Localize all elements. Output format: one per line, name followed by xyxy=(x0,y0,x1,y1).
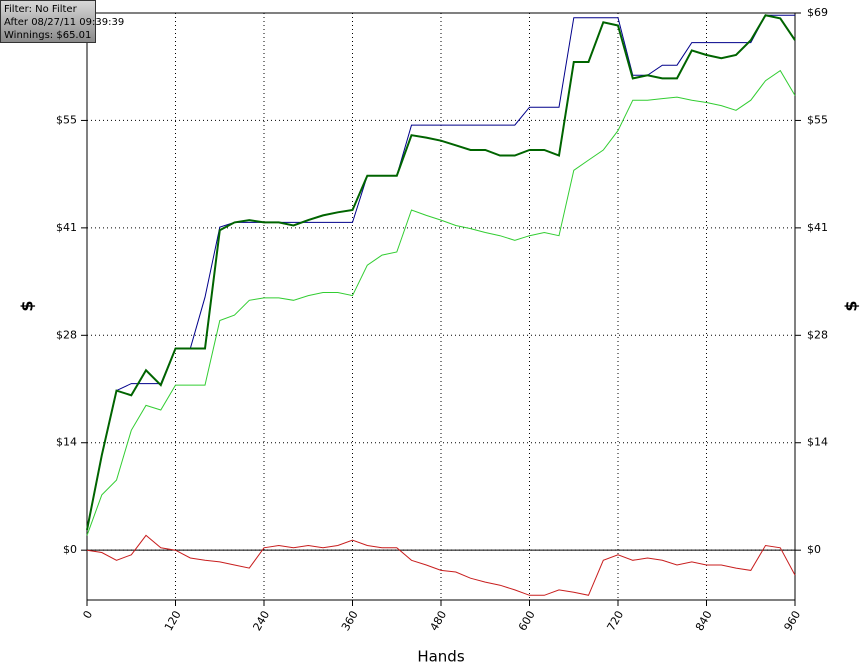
x-tick-label: 240 xyxy=(250,609,272,634)
y-axis-title: $ xyxy=(18,300,37,311)
y-tick-label: $41 xyxy=(56,221,77,234)
x-tick-label: 840 xyxy=(693,609,715,634)
y2-tick-label: $69 xyxy=(807,6,828,19)
y-tick-label: $0 xyxy=(63,543,77,556)
x-axis-title: Hands xyxy=(417,648,464,666)
x-tick-label: 480 xyxy=(427,609,449,634)
series-line xyxy=(86,69,796,536)
plot-frame xyxy=(86,12,796,601)
y2-tick-label: $0 xyxy=(807,543,821,556)
y2-tick-label: $55 xyxy=(807,113,828,126)
series-line xyxy=(86,14,795,530)
x-tick-label: 720 xyxy=(604,609,626,634)
x-tick-label: 360 xyxy=(339,609,361,634)
y2-tick-label: $28 xyxy=(807,328,828,341)
info-winnings: Winnings: $65.01 xyxy=(4,30,92,41)
x-tick-label: 600 xyxy=(516,609,538,634)
x-tick-label: 960 xyxy=(781,609,803,634)
series-line xyxy=(86,534,796,596)
y-tick-label: $55 xyxy=(56,113,77,126)
info-date: After 08/27/11 09:39:39 xyxy=(4,17,125,28)
info-filter: Filter: No Filter xyxy=(4,4,77,15)
y2-tick-label: $41 xyxy=(807,221,828,234)
series-line xyxy=(86,14,796,531)
y-tick-label: $14 xyxy=(56,436,77,449)
y2-axis-title: $ xyxy=(842,300,861,311)
y-tick-label: $28 xyxy=(56,328,77,341)
x-tick-label: 120 xyxy=(162,609,184,634)
y2-tick-label: $14 xyxy=(807,436,828,449)
info-box: Filter: No Filter After 08/27/11 09:39:3… xyxy=(0,0,125,43)
x-tick-label: 0 xyxy=(80,609,95,622)
